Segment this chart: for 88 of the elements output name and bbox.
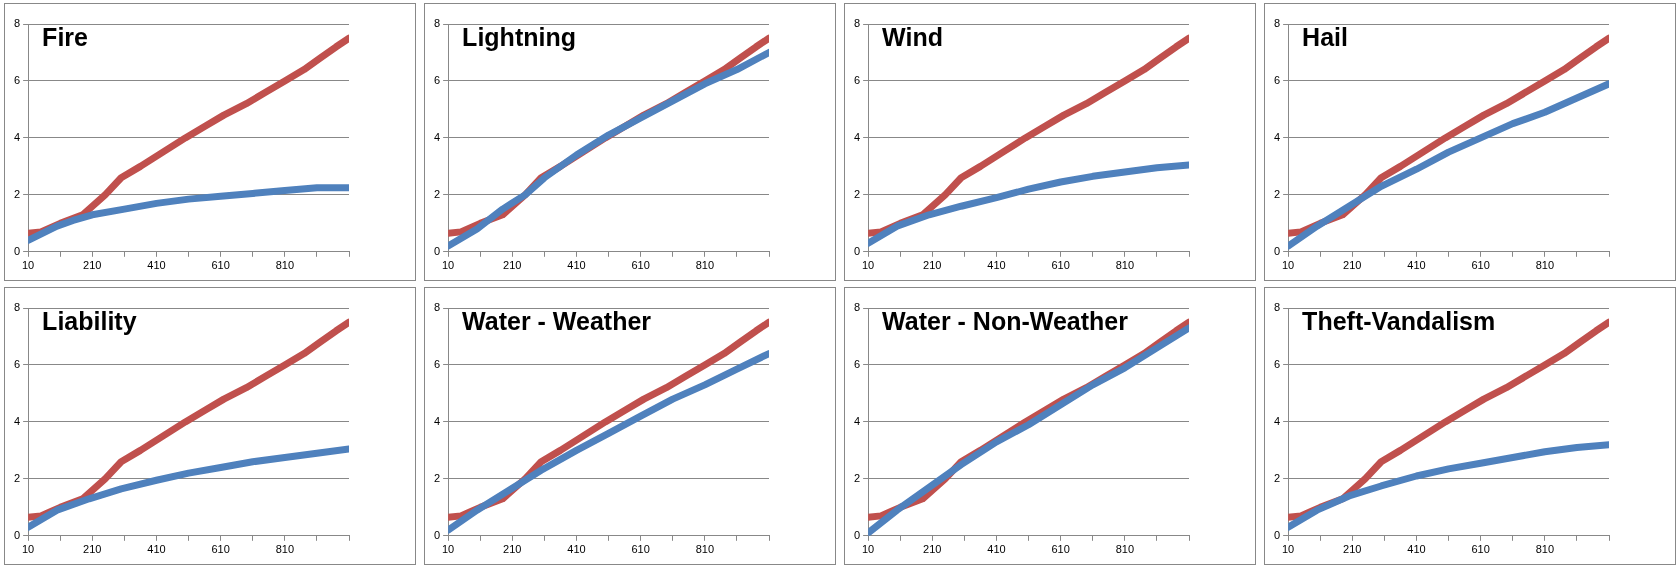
x-tick-label: 810 bbox=[1535, 259, 1554, 272]
x-tick-label: 10 bbox=[441, 259, 455, 272]
x-tick-label: 10 bbox=[1281, 543, 1295, 556]
x-tick-label: 210 bbox=[1343, 259, 1362, 272]
y-tick-label: 6 bbox=[1273, 357, 1281, 370]
x-tick-label: 410 bbox=[567, 543, 586, 556]
x-tick-label: 610 bbox=[1051, 259, 1070, 272]
x-tick-label: 410 bbox=[567, 259, 586, 272]
y-tick-label: 2 bbox=[433, 471, 441, 484]
y-tick-label: 6 bbox=[853, 73, 861, 86]
chart-title: Fire bbox=[42, 23, 89, 52]
x-tick-label: 610 bbox=[1051, 543, 1070, 556]
y-tick-label: 0 bbox=[433, 244, 441, 257]
x-tick-label: 210 bbox=[923, 543, 942, 556]
y-tick-label: 4 bbox=[1273, 130, 1281, 143]
y-tick-label: 2 bbox=[853, 187, 861, 200]
y-tick-label: 8 bbox=[13, 17, 21, 30]
y-tick-label: 6 bbox=[853, 357, 861, 370]
y-tick-label: 2 bbox=[1273, 187, 1281, 200]
x-tick-label: 810 bbox=[1115, 543, 1134, 556]
y-tick-label: 0 bbox=[853, 528, 861, 541]
y-tick-label: 4 bbox=[13, 414, 21, 427]
y-tick-label: 2 bbox=[433, 187, 441, 200]
y-tick-label: 6 bbox=[13, 357, 21, 370]
x-tick-label: 10 bbox=[21, 543, 35, 556]
chart-title: Hail bbox=[1302, 23, 1348, 52]
chart-title: Water - Weather bbox=[462, 307, 652, 336]
chart-title: Lightning bbox=[462, 23, 576, 52]
x-tick-label: 610 bbox=[1471, 259, 1490, 272]
y-tick-label: 6 bbox=[433, 357, 441, 370]
x-tick-label: 410 bbox=[147, 259, 166, 272]
x-tick-label: 10 bbox=[441, 543, 455, 556]
y-tick-label: 6 bbox=[1273, 73, 1281, 86]
y-tick-label: 6 bbox=[13, 73, 21, 86]
x-tick-label: 610 bbox=[631, 543, 650, 556]
chart-title: Water - Non-Weather bbox=[882, 307, 1129, 336]
y-tick-label: 2 bbox=[853, 471, 861, 484]
y-tick-label: 4 bbox=[433, 130, 441, 143]
y-tick-label: 0 bbox=[433, 528, 441, 541]
y-tick-label: 4 bbox=[13, 130, 21, 143]
x-tick-label: 410 bbox=[987, 259, 1006, 272]
x-tick-label: 210 bbox=[503, 259, 522, 272]
y-tick-label: 8 bbox=[1273, 301, 1281, 314]
x-tick-label: 210 bbox=[83, 259, 102, 272]
x-tick-label: 410 bbox=[987, 543, 1006, 556]
x-tick-label: 210 bbox=[83, 543, 102, 556]
y-tick-label: 0 bbox=[1273, 244, 1281, 257]
y-tick-label: 8 bbox=[853, 17, 861, 30]
x-tick-label: 410 bbox=[1407, 259, 1426, 272]
y-tick-label: 2 bbox=[13, 187, 21, 200]
chart-title: Wind bbox=[882, 23, 943, 52]
y-tick-label: 8 bbox=[433, 301, 441, 314]
x-tick-label: 410 bbox=[1407, 543, 1426, 556]
y-tick-label: 0 bbox=[13, 528, 21, 541]
y-tick-label: 0 bbox=[853, 244, 861, 257]
x-tick-label: 810 bbox=[1115, 259, 1134, 272]
x-tick-label: 610 bbox=[211, 543, 230, 556]
x-tick-label: 810 bbox=[275, 259, 294, 272]
x-tick-label: 10 bbox=[21, 259, 35, 272]
x-tick-label: 810 bbox=[695, 543, 714, 556]
y-tick-label: 8 bbox=[1273, 17, 1281, 30]
chart-title: Liability bbox=[42, 307, 137, 336]
y-tick-label: 4 bbox=[1273, 414, 1281, 427]
y-tick-label: 8 bbox=[433, 17, 441, 30]
y-tick-label: 8 bbox=[853, 301, 861, 314]
y-tick-label: 2 bbox=[13, 471, 21, 484]
x-tick-label: 610 bbox=[1471, 543, 1490, 556]
x-tick-label: 10 bbox=[1281, 259, 1295, 272]
x-tick-label: 210 bbox=[923, 259, 942, 272]
x-tick-label: 410 bbox=[147, 543, 166, 556]
x-tick-label: 810 bbox=[695, 259, 714, 272]
y-tick-label: 8 bbox=[13, 301, 21, 314]
y-tick-label: 6 bbox=[433, 73, 441, 86]
chart-title: Theft-Vandalism bbox=[1302, 307, 1496, 336]
y-tick-label: 4 bbox=[853, 414, 861, 427]
x-tick-label: 10 bbox=[861, 259, 875, 272]
x-tick-label: 610 bbox=[631, 259, 650, 272]
x-tick-label: 810 bbox=[275, 543, 294, 556]
y-tick-label: 4 bbox=[853, 130, 861, 143]
x-tick-label: 610 bbox=[211, 259, 230, 272]
y-tick-label: 0 bbox=[1273, 528, 1281, 541]
x-tick-label: 210 bbox=[503, 543, 522, 556]
y-tick-label: 2 bbox=[1273, 471, 1281, 484]
y-tick-label: 4 bbox=[433, 414, 441, 427]
x-tick-label: 810 bbox=[1535, 543, 1554, 556]
x-tick-label: 10 bbox=[861, 543, 875, 556]
y-tick-label: 0 bbox=[13, 244, 21, 257]
x-tick-label: 210 bbox=[1343, 543, 1362, 556]
